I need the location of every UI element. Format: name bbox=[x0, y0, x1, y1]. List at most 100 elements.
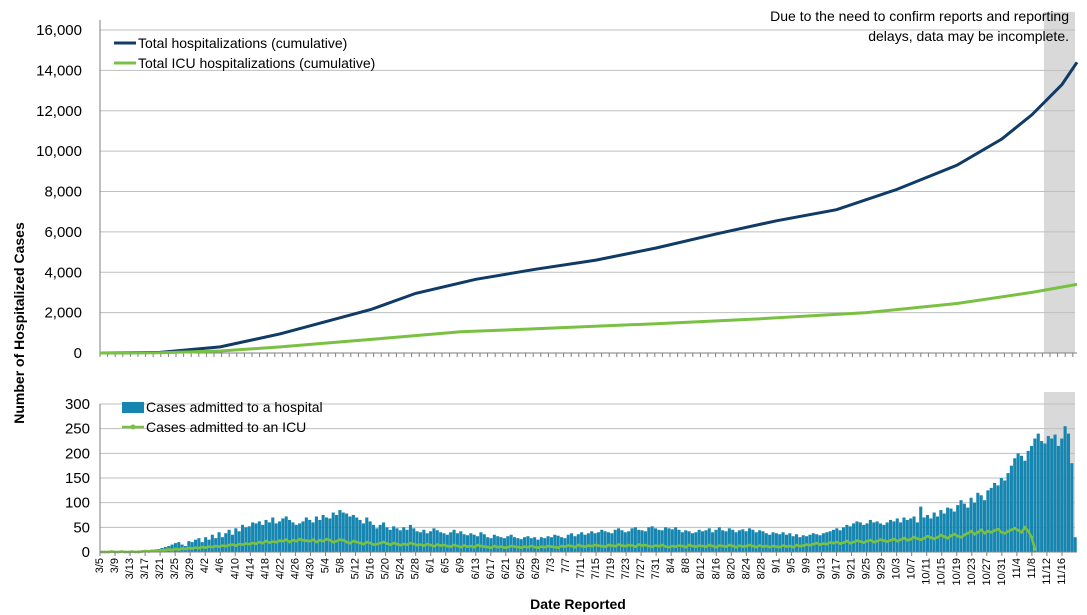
x-tick-label: 3/17 bbox=[139, 558, 151, 579]
top-y-tick-label: 14,000 bbox=[36, 62, 82, 79]
icu-point bbox=[479, 544, 483, 548]
x-tick-label: 7/7 bbox=[560, 558, 572, 573]
bar-hospital bbox=[838, 530, 842, 552]
x-tick-label: 9/13 bbox=[815, 558, 827, 579]
icu-point bbox=[647, 544, 651, 548]
bar-hospital bbox=[610, 533, 614, 552]
bottom-y-tick-label: 300 bbox=[65, 396, 90, 413]
bar-hospital bbox=[956, 505, 960, 552]
icu-point bbox=[946, 536, 950, 540]
icu-point bbox=[402, 542, 406, 546]
icu-point bbox=[667, 545, 671, 549]
bar-hospital bbox=[808, 534, 812, 552]
icu-point bbox=[553, 545, 557, 549]
bar-hospital bbox=[1070, 463, 1074, 552]
icu-point bbox=[849, 541, 852, 545]
bar-hospital bbox=[754, 532, 758, 552]
bar-hospital bbox=[388, 529, 392, 552]
bar-hospital bbox=[593, 533, 597, 552]
bar-hospital bbox=[667, 528, 671, 552]
bar-hospital bbox=[368, 521, 372, 552]
bar-hospital bbox=[241, 524, 245, 552]
icu-point bbox=[271, 540, 275, 543]
bar-hospital bbox=[895, 518, 899, 552]
icu-point bbox=[288, 540, 292, 544]
icu-point bbox=[664, 545, 668, 548]
bar-hospital bbox=[311, 522, 315, 552]
icu-point bbox=[217, 545, 221, 548]
bar-hospital bbox=[855, 521, 859, 552]
icu-point bbox=[959, 535, 963, 539]
bar-hospital bbox=[711, 532, 715, 552]
icu-point bbox=[751, 544, 755, 548]
icu-point bbox=[627, 543, 631, 547]
bar-hospital bbox=[459, 531, 463, 552]
bar-hospital bbox=[496, 536, 500, 552]
x-tick-label: 8/4 bbox=[665, 558, 677, 573]
bar-hospital bbox=[576, 534, 580, 552]
top-y-tick-label: 12,000 bbox=[36, 103, 82, 120]
icu-point bbox=[976, 530, 980, 534]
icu-point bbox=[378, 541, 382, 545]
bar-hospital bbox=[674, 527, 678, 552]
icu-point bbox=[227, 543, 231, 547]
bar-hospital bbox=[687, 531, 691, 552]
icu-point bbox=[204, 546, 208, 549]
bar-hospital bbox=[704, 530, 708, 552]
icu-point bbox=[731, 544, 735, 548]
icu-point bbox=[583, 545, 587, 548]
bar-hospital bbox=[465, 535, 470, 552]
icu-point bbox=[825, 542, 829, 546]
icu-point bbox=[734, 545, 738, 549]
icu-point bbox=[650, 545, 654, 548]
icu-point bbox=[459, 545, 463, 549]
icu-point bbox=[291, 538, 295, 542]
icu-point bbox=[573, 545, 577, 549]
bar-hospital bbox=[378, 524, 382, 552]
x-tick-label: 8/20 bbox=[725, 558, 737, 579]
bar-hospital bbox=[177, 542, 181, 552]
bar-hospital bbox=[841, 527, 846, 552]
bar-hospital bbox=[284, 516, 288, 552]
bar-hospital bbox=[355, 517, 359, 552]
bar-hospital bbox=[294, 524, 298, 552]
icu-point bbox=[278, 539, 281, 543]
icu-point bbox=[677, 544, 681, 547]
icu-point bbox=[472, 545, 476, 549]
bar-hospital bbox=[845, 524, 849, 552]
icu-point bbox=[543, 545, 547, 549]
bar-hospital bbox=[556, 535, 560, 552]
bar-hospital bbox=[304, 517, 308, 552]
icu-point bbox=[966, 531, 970, 535]
bar-hospital bbox=[1033, 438, 1037, 552]
icu-point bbox=[691, 544, 694, 548]
x-tick-label: 11/4 bbox=[1011, 558, 1023, 579]
icu-point bbox=[724, 545, 728, 548]
icu-point bbox=[496, 545, 500, 549]
icu-point bbox=[305, 539, 308, 543]
icu-point bbox=[718, 544, 721, 547]
icu-point bbox=[969, 529, 973, 533]
icu-point bbox=[415, 543, 419, 547]
icu-point bbox=[610, 544, 614, 547]
x-tick-label: 9/29 bbox=[876, 558, 888, 579]
bar-hospital bbox=[939, 510, 943, 552]
series-line-total-icu bbox=[99, 282, 1078, 355]
bar-hospital bbox=[919, 506, 923, 552]
bar-hospital bbox=[539, 537, 543, 552]
icu-point bbox=[180, 547, 184, 550]
icu-point bbox=[244, 542, 248, 545]
bar-hospital bbox=[700, 531, 705, 552]
icu-point bbox=[963, 533, 966, 537]
icu-point bbox=[617, 543, 621, 546]
bar-hospital bbox=[375, 528, 379, 552]
icu-point bbox=[190, 547, 194, 550]
bar-hospital bbox=[516, 538, 520, 552]
top-panel: 0 2,000 4,000 6,000 8,000 10,000 12,000 14,000 1… bbox=[36, 20, 1079, 362]
bar-hospital bbox=[392, 526, 396, 552]
icu-point bbox=[875, 539, 879, 543]
bar-hospital bbox=[788, 533, 792, 552]
x-tick-label: 10/27 bbox=[981, 558, 993, 586]
icu-point bbox=[211, 545, 214, 549]
bar-hospital bbox=[536, 539, 540, 552]
